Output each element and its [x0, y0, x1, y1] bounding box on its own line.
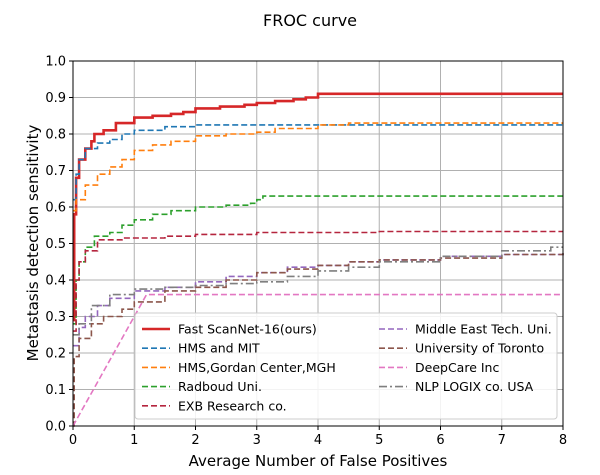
y-tick-label: 0.1: [45, 383, 66, 398]
y-tick-label: 0.8: [45, 128, 66, 143]
legend-label-3: Radboud Uni.: [178, 379, 262, 394]
series-line-4: [73, 230, 563, 332]
legend-label-0: Fast ScanNet-16(ours): [178, 322, 317, 337]
x-axis-label: Average Number of False Positives: [189, 452, 448, 470]
legend-label-2: HMS,Gordan Center,MGH: [178, 360, 336, 375]
y-tick-label: 0.2: [45, 347, 66, 362]
legend: Fast ScanNet-16(ours) HMS and MIT HMS,Gord…: [134, 312, 558, 420]
series-lines: [72, 92, 564, 427]
x-tick-label: 7: [498, 433, 506, 448]
x-tick-label: 3: [253, 433, 261, 448]
y-tick-label: 1.0: [45, 55, 66, 70]
series-line-0: [72, 92, 563, 322]
legend-box: [134, 312, 558, 420]
legend-label-8: NLP LOGIX co. USA: [415, 379, 534, 394]
y-tick-label: 0.7: [45, 164, 66, 179]
y-tick-label: 0.3: [45, 310, 66, 325]
chart-title: FROC curve: [263, 11, 357, 30]
series-line-8: [73, 246, 563, 336]
x-tick-label: 8: [559, 433, 567, 448]
legend-label-6: University of Toronto: [415, 341, 544, 356]
x-tick-label: 1: [130, 433, 138, 448]
y-tick-label: 0.4: [45, 274, 66, 289]
legend-label-5: Middle East Tech. Uni.: [415, 322, 552, 337]
series-line-1: [73, 124, 563, 201]
y-tick-label: 0.6: [45, 201, 66, 216]
y-tick-label: 0.0: [45, 420, 66, 435]
legend-label-1: HMS and MIT: [178, 341, 260, 356]
y-axis-label: Metastasis detection sensitivity: [24, 125, 42, 362]
x-tick-label: 5: [375, 433, 383, 448]
y-tick-label: 0.9: [45, 91, 66, 106]
series-line-6: [73, 252, 564, 427]
x-tick-label: 0: [69, 433, 77, 448]
x-tick-label: 2: [191, 433, 199, 448]
x-tick-label: 6: [436, 433, 444, 448]
legend-label-7: DeepCare Inc: [415, 360, 499, 375]
series-line-7: [72, 293, 563, 427]
axis-ticks: 0 1 2 3 4 5 6 7 8 0.0 0.1 0.2 0.3 0.4 0.5 0.6 0.7 0.8 0.9 1…: [45, 55, 567, 449]
legend-label-4: EXB Research co.: [178, 398, 287, 413]
series-line-2: [73, 122, 563, 212]
y-tick-label: 0.5: [45, 237, 66, 252]
x-tick-label: 4: [314, 433, 322, 448]
